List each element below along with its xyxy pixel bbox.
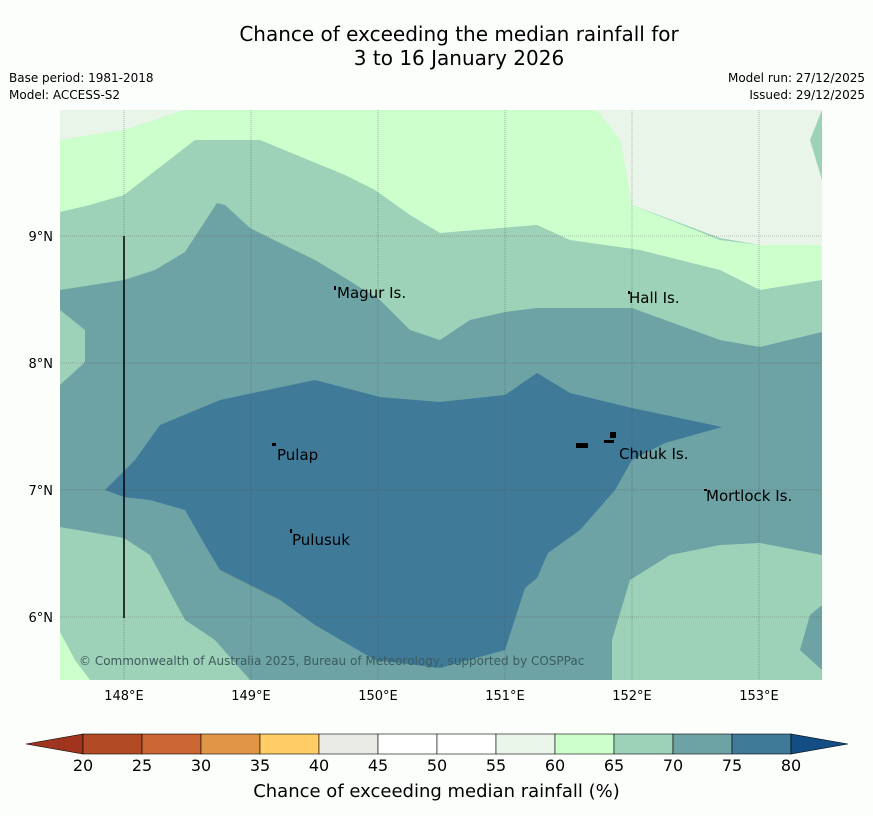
place-label: Pulusuk	[292, 531, 350, 549]
colorbar-tick: 65	[603, 756, 625, 775]
colorbar-segment	[82, 733, 143, 755]
colorbar-segment	[613, 733, 674, 755]
place-label: Mortlock Is.	[706, 487, 792, 505]
lon-tick: 152°E	[612, 689, 652, 704]
copyright: © Commonwealth of Australia 2025, Bureau…	[79, 654, 584, 668]
zone-55-60	[597, 110, 822, 245]
colorbar-segment	[731, 733, 792, 755]
colorbar-segment	[318, 733, 379, 755]
colorbar-segment	[141, 733, 202, 755]
title-line1: Chance of exceeding the median rainfall …	[239, 22, 679, 46]
colorbar-tick: 35	[249, 756, 271, 775]
lon-ticks: 148°E 149°E 150°E 151°E 152°E 153°E	[104, 689, 779, 704]
colorbar-label: Chance of exceeding median rainfall (%)	[253, 781, 620, 802]
lon-tick: 150°E	[358, 689, 398, 704]
place-label: Chuuk Is.	[619, 445, 688, 463]
zone-55-60	[60, 110, 185, 140]
meta-right: Model run: 27/12/2025 Issued: 29/12/2025	[728, 70, 865, 104]
place-label: Pulap	[277, 446, 318, 464]
colorbar-segment	[495, 733, 556, 755]
colorbar	[25, 733, 849, 755]
zone-70-75	[800, 605, 822, 670]
lon-tick: 149°E	[231, 689, 271, 704]
meta-left: Base period: 1981-2018 Model: ACCESS-S2	[9, 70, 154, 104]
colorbar-tick: 25	[131, 756, 153, 775]
colorbar-tick: 60	[544, 756, 566, 775]
colorbar-segment	[554, 733, 615, 755]
lat-ticks: 9°N 8°N 7°N 6°N	[29, 230, 54, 626]
lat-tick: 8°N	[29, 357, 54, 372]
colorbar-tick: 70	[662, 756, 684, 775]
lon-tick: 151°E	[485, 689, 525, 704]
zone-60-65	[60, 632, 90, 680]
model-name: Model: ACCESS-S2	[9, 88, 121, 102]
rainfall-map: Magur Is. Hall Is. Pulap Chuuk Is. Mortl…	[29, 110, 822, 704]
zone-60-65	[60, 110, 822, 290]
colorbar-tick: 75	[721, 756, 743, 775]
colorbar-tick: 20	[72, 756, 94, 775]
model-run: Model run: 27/12/2025	[727, 71, 865, 85]
place-label: Hall Is.	[629, 289, 680, 307]
colorbar-tick: 80	[780, 756, 802, 775]
colorbar-tick: 40	[308, 756, 330, 775]
colorbar-segment	[377, 733, 438, 755]
place-label: Magur Is.	[337, 284, 406, 302]
lon-tick: 148°E	[104, 689, 144, 704]
colorbar-segment	[200, 733, 261, 755]
issued-date: Issued: 29/12/2025	[749, 88, 865, 102]
colorbar-tick: 55	[485, 756, 507, 775]
colorbar-tick: 30	[190, 756, 212, 775]
colorbar-tick: 50	[426, 756, 448, 775]
zone-75-80	[105, 373, 722, 668]
colorbar-segment	[259, 733, 320, 755]
lat-tick: 9°N	[29, 230, 54, 245]
base-period: Base period: 1981-2018	[9, 71, 154, 85]
colorbar-extend-high	[790, 733, 849, 755]
colorbar-tick: 45	[367, 756, 389, 775]
title-line2: 3 to 16 January 2026	[353, 46, 565, 70]
islands	[272, 286, 707, 533]
colorbar-segment	[672, 733, 733, 755]
colorbar-segment	[436, 733, 497, 755]
lat-tick: 7°N	[29, 484, 54, 499]
title: Chance of exceeding the median rainfall …	[0, 22, 873, 70]
lat-tick: 6°N	[29, 611, 54, 626]
lon-tick: 153°E	[739, 689, 779, 704]
colorbar-extend-low	[25, 733, 84, 755]
